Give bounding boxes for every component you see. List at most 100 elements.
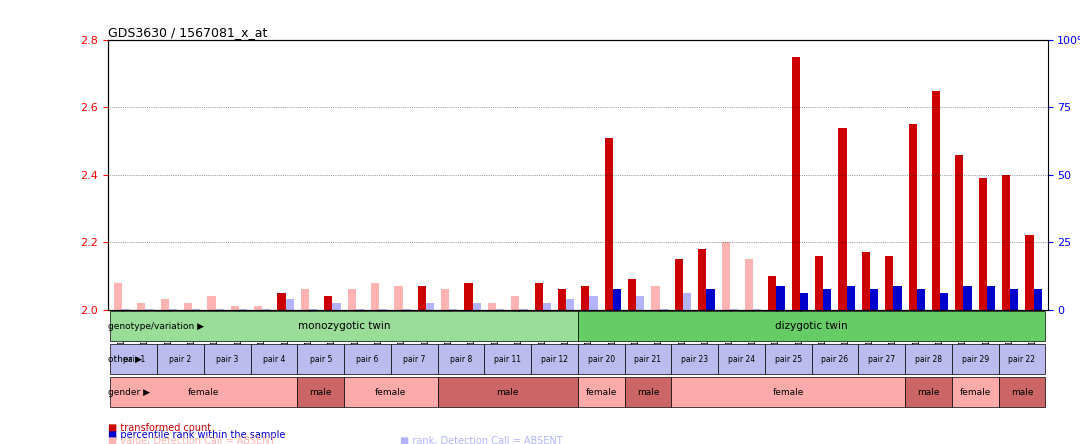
Bar	[285, 300, 294, 309]
Bar	[987, 286, 995, 309]
Bar	[566, 300, 575, 309]
FancyBboxPatch shape	[624, 377, 672, 407]
Text: pair 3: pair 3	[216, 355, 239, 364]
Bar	[815, 256, 823, 309]
Text: pair 6: pair 6	[356, 355, 379, 364]
FancyBboxPatch shape	[345, 377, 437, 407]
FancyBboxPatch shape	[110, 311, 578, 341]
Text: female: female	[959, 388, 990, 396]
Text: pair 12: pair 12	[541, 355, 568, 364]
Text: pair 20: pair 20	[588, 355, 615, 364]
FancyBboxPatch shape	[624, 344, 672, 374]
Text: pair 5: pair 5	[310, 355, 332, 364]
Bar	[629, 279, 636, 309]
Bar	[605, 138, 612, 309]
Text: male: male	[310, 388, 332, 396]
Bar	[1010, 289, 1018, 309]
Text: pair 27: pair 27	[868, 355, 895, 364]
FancyBboxPatch shape	[811, 344, 859, 374]
Bar	[370, 283, 379, 309]
FancyBboxPatch shape	[718, 344, 765, 374]
Text: genotype/variation ▶: genotype/variation ▶	[108, 321, 204, 331]
Bar	[675, 259, 683, 309]
Bar	[838, 127, 847, 309]
FancyBboxPatch shape	[484, 344, 531, 374]
Bar	[441, 289, 449, 309]
Text: female: female	[585, 388, 617, 396]
Bar	[418, 286, 426, 309]
Bar	[698, 249, 706, 309]
Bar	[254, 306, 262, 309]
FancyBboxPatch shape	[859, 344, 905, 374]
Text: pair 7: pair 7	[403, 355, 426, 364]
Bar	[792, 57, 800, 309]
Bar	[558, 289, 566, 309]
Text: male: male	[637, 388, 659, 396]
Bar	[137, 303, 146, 309]
Bar	[543, 303, 551, 309]
Text: other ▶: other ▶	[108, 355, 141, 364]
Bar	[612, 289, 621, 309]
Bar	[207, 296, 216, 309]
Bar	[940, 293, 948, 309]
FancyBboxPatch shape	[905, 344, 951, 374]
FancyBboxPatch shape	[437, 377, 578, 407]
FancyBboxPatch shape	[251, 344, 297, 374]
Bar	[893, 286, 902, 309]
FancyBboxPatch shape	[672, 344, 718, 374]
FancyBboxPatch shape	[765, 344, 811, 374]
Text: male: male	[917, 388, 940, 396]
FancyBboxPatch shape	[110, 377, 297, 407]
Bar	[1034, 289, 1042, 309]
Bar	[464, 283, 473, 309]
Text: pair 23: pair 23	[681, 355, 708, 364]
Bar	[870, 289, 878, 309]
Bar	[231, 306, 239, 309]
Bar	[932, 91, 940, 309]
FancyBboxPatch shape	[578, 311, 1045, 341]
Bar	[721, 242, 730, 309]
Text: pair 2: pair 2	[170, 355, 191, 364]
Bar	[590, 296, 597, 309]
Bar	[706, 289, 715, 309]
Bar	[847, 286, 854, 309]
Bar	[348, 289, 355, 309]
Text: ■ percentile rank within the sample: ■ percentile rank within the sample	[108, 430, 285, 440]
Bar	[651, 286, 660, 309]
Bar	[1002, 175, 1010, 309]
FancyBboxPatch shape	[297, 377, 345, 407]
Bar	[473, 303, 481, 309]
Bar	[956, 155, 963, 309]
Text: pair 11: pair 11	[495, 355, 522, 364]
Bar	[1025, 235, 1034, 309]
Text: dizygotic twin: dizygotic twin	[775, 321, 848, 331]
FancyBboxPatch shape	[999, 377, 1045, 407]
Text: ■ value, Detection Call = ABSENT: ■ value, Detection Call = ABSENT	[108, 436, 275, 444]
Text: pair 26: pair 26	[822, 355, 849, 364]
Text: monozygotic twin: monozygotic twin	[298, 321, 390, 331]
Text: ■ rank, Detection Call = ABSENT: ■ rank, Detection Call = ABSENT	[400, 436, 563, 444]
Text: male: male	[497, 388, 518, 396]
Bar	[917, 289, 924, 309]
Bar	[113, 283, 122, 309]
FancyBboxPatch shape	[951, 377, 999, 407]
Bar	[978, 178, 987, 309]
Text: pair 28: pair 28	[915, 355, 942, 364]
Text: female: female	[188, 388, 219, 396]
FancyBboxPatch shape	[110, 344, 157, 374]
FancyBboxPatch shape	[578, 344, 624, 374]
FancyBboxPatch shape	[437, 344, 484, 374]
FancyBboxPatch shape	[204, 344, 251, 374]
FancyBboxPatch shape	[157, 344, 204, 374]
FancyBboxPatch shape	[531, 344, 578, 374]
Bar	[581, 286, 590, 309]
Bar	[768, 276, 777, 309]
FancyBboxPatch shape	[905, 377, 951, 407]
Bar	[908, 124, 917, 309]
FancyBboxPatch shape	[999, 344, 1045, 374]
Bar	[184, 303, 192, 309]
Bar	[161, 300, 168, 309]
FancyBboxPatch shape	[345, 344, 391, 374]
Bar	[886, 256, 893, 309]
Bar	[535, 283, 543, 309]
